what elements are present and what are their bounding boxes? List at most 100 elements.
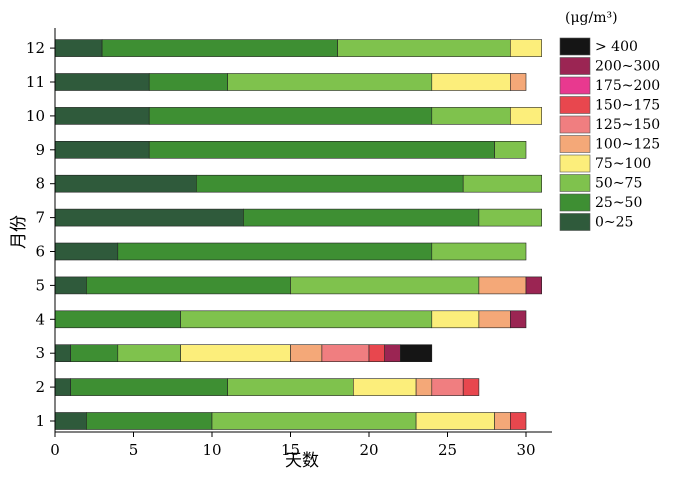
legend-label-2: 175~200 (595, 78, 660, 94)
bar-segment-month-3-series-0 (54, 344, 71, 363)
bar-segment-month-2-series-0 (54, 378, 71, 396)
legend-swatch-5 (559, 135, 591, 153)
bar-segment-month-3-series-4 (290, 344, 323, 363)
y-tick-label-month-4: 4 (35, 310, 45, 328)
legend-swatch-3 (559, 96, 591, 114)
bar-segment-month-12-series-2 (337, 39, 511, 57)
bar-segment-month-1-series-6 (509, 412, 527, 430)
bars-group (54, 39, 543, 430)
bar-segment-month-3-series-9 (400, 344, 433, 363)
legend-swatch-2 (559, 76, 591, 95)
bar-segment-month-4-series-3 (431, 310, 480, 329)
y-tick-label-month-6: 6 (35, 243, 45, 261)
bar-segment-month-1-series-3 (415, 412, 495, 430)
x-tick-label: 30 (516, 441, 535, 459)
x-tick-label: 25 (438, 441, 457, 459)
bar-segment-month-1-series-2 (211, 412, 417, 430)
bar-segment-month-12-series-0 (54, 39, 103, 57)
bar-segment-month-4-series-2 (180, 310, 433, 329)
legend-swatch-7 (559, 174, 591, 192)
legend-swatch-8 (559, 193, 591, 212)
legend-title: (μg/m³) (565, 10, 618, 26)
bar-segment-month-3-series-5 (321, 344, 370, 363)
bar-segment-month-9-series-0 (54, 141, 150, 159)
legend-label-4: 125~150 (595, 117, 660, 133)
bar-segment-month-10-series-2 (431, 107, 511, 125)
legend-label-7: 50~75 (595, 176, 642, 192)
bar-segment-month-2-series-6 (462, 378, 480, 396)
bar-segment-month-11-series-4 (509, 73, 527, 91)
x-axis-title: 天数 (285, 451, 319, 471)
bar-segment-month-5-series-4 (478, 276, 527, 295)
bar-segment-month-1-series-1 (86, 412, 213, 430)
bar-segment-month-8-series-1 (196, 174, 464, 193)
legend-swatch-1 (559, 57, 591, 75)
bar-segment-month-1-series-0 (54, 412, 87, 430)
legend: > 400 200~300 175~200 150~175 125~150 100~125… (559, 37, 660, 231)
legend-label-5: 100~125 (595, 137, 660, 153)
x-tick-label: 0 (50, 441, 60, 459)
bar-segment-month-4-series-8 (509, 310, 527, 329)
bar-segment-month-11-series-3 (431, 73, 511, 91)
y-tick-label-month-8: 8 (35, 175, 45, 193)
bar-segment-month-5-series-1 (86, 276, 291, 295)
bar-segment-month-12-series-1 (101, 39, 338, 57)
bar-segment-month-4-series-1 (54, 310, 181, 329)
bar-segment-month-4-series-4 (478, 310, 511, 329)
bar-segment-month-5-series-0 (54, 276, 87, 295)
legend-swatch-6 (559, 154, 591, 173)
y-tick-label-month-11: 11 (26, 73, 45, 91)
legend-swatch-4 (559, 115, 591, 134)
bar-segment-month-2-series-3 (352, 378, 417, 396)
legend-swatch-9 (559, 213, 591, 231)
x-tick-label: 20 (359, 441, 378, 459)
bar-segment-month-7-series-1 (243, 208, 480, 227)
bar-segment-month-3-series-8 (384, 344, 401, 363)
bar-segment-month-5-series-8 (525, 276, 542, 295)
x-tick-label: 15 (281, 441, 300, 459)
y-tick-label-month-12: 12 (26, 39, 45, 57)
bar-segment-month-10-series-3 (509, 107, 542, 125)
bar-segment-month-6-series-1 (117, 242, 433, 261)
y-tick-label-month-3: 3 (35, 344, 45, 362)
bar-segment-month-3-series-3 (180, 344, 291, 363)
bar-segment-month-2-series-4 (415, 378, 433, 396)
x-tick-label: 5 (129, 441, 139, 459)
y-tick-label-month-10: 10 (26, 107, 45, 125)
bar-segment-month-11-series-0 (54, 73, 150, 91)
axes-group (54, 28, 552, 433)
x-ticks-group: 0 5 10 15 20 25 30 (50, 432, 536, 459)
bar-segment-month-2-series-1 (70, 378, 228, 396)
bar-segment-month-1-series-4 (494, 412, 511, 430)
bar-segment-month-8-series-0 (54, 174, 197, 193)
y-tick-label-month-1: 1 (35, 412, 45, 430)
y-tick-label-month-2: 2 (35, 378, 45, 396)
y-tick-label-month-5: 5 (35, 276, 45, 294)
bar-segment-month-11-series-1 (148, 73, 228, 91)
bar-segment-month-6-series-2 (431, 242, 527, 261)
y-tick-label-month-9: 9 (35, 141, 45, 159)
bar-segment-month-11-series-2 (227, 73, 433, 91)
bar-segment-month-3-series-1 (70, 344, 119, 363)
bar-segment-month-12-series-3 (509, 39, 542, 57)
bar-segment-month-10-series-1 (148, 107, 433, 125)
legend-label-3: 150~175 (595, 98, 660, 114)
x-tick-label: 10 (202, 441, 221, 459)
bar-segment-month-2-series-2 (227, 378, 354, 396)
legend-label-0: > 400 (595, 39, 638, 55)
legend-label-6: 75~100 (595, 156, 651, 172)
bar-segment-month-7-series-0 (54, 208, 244, 227)
legend-label-9: 0~25 (595, 215, 633, 231)
bar-segment-month-9-series-1 (148, 141, 495, 159)
bar-segment-month-5-series-2 (290, 276, 480, 295)
bar-segment-month-8-series-2 (462, 174, 543, 193)
legend-swatch-0 (559, 37, 591, 56)
y-tick-label-month-7: 7 (35, 209, 45, 227)
bar-segment-month-2-series-5 (431, 378, 464, 396)
bar-segment-month-6-series-0 (54, 242, 119, 261)
bar-segment-month-9-series-2 (494, 141, 527, 159)
bar-segment-month-7-series-2 (478, 208, 542, 227)
y-axis-title: 月份 (9, 215, 29, 249)
